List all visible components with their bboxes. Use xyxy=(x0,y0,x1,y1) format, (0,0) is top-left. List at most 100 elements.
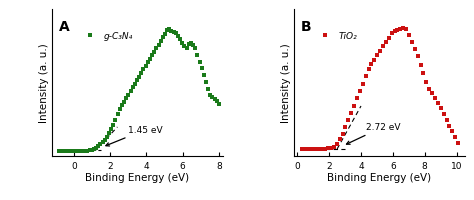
Point xyxy=(198,67,205,71)
Point xyxy=(187,42,195,45)
Point xyxy=(455,142,462,145)
Point xyxy=(434,102,442,105)
Point xyxy=(301,148,309,151)
Point xyxy=(388,32,395,36)
Point xyxy=(185,44,192,47)
Point xyxy=(215,102,223,106)
Point xyxy=(74,48,82,51)
X-axis label: Binding Energy (eV): Binding Energy (eV) xyxy=(327,173,431,183)
Text: B: B xyxy=(301,20,311,34)
Point xyxy=(92,146,100,150)
Point xyxy=(125,94,132,97)
Point xyxy=(448,130,456,133)
Point xyxy=(155,44,163,47)
Point xyxy=(191,47,199,50)
Point xyxy=(79,149,87,152)
Point xyxy=(116,108,124,111)
Point xyxy=(298,148,306,151)
Text: TiO₂: TiO₂ xyxy=(338,32,357,41)
Point xyxy=(176,39,184,42)
Point xyxy=(379,46,387,49)
Point xyxy=(69,149,76,152)
Point xyxy=(394,29,401,32)
Point xyxy=(376,50,384,53)
Point xyxy=(153,47,160,50)
Point xyxy=(405,35,413,38)
Point xyxy=(142,65,149,68)
Point xyxy=(164,30,171,33)
Point xyxy=(451,136,459,139)
Point xyxy=(353,97,361,100)
Point xyxy=(213,100,220,103)
Point xyxy=(400,27,407,31)
Point xyxy=(150,51,158,54)
Point xyxy=(209,96,216,99)
Point xyxy=(397,28,404,31)
Point xyxy=(88,149,96,152)
Point xyxy=(144,61,152,65)
Point xyxy=(137,72,145,75)
Point xyxy=(402,28,410,31)
Point xyxy=(200,74,208,77)
Text: A: A xyxy=(59,20,70,34)
Point xyxy=(319,148,326,151)
Point xyxy=(321,148,329,151)
Point xyxy=(114,113,121,116)
Point xyxy=(339,132,346,136)
Point xyxy=(83,149,91,152)
Point xyxy=(148,54,156,58)
Point xyxy=(333,143,340,146)
Text: g-C₃N₄: g-C₃N₄ xyxy=(103,32,133,41)
Point xyxy=(94,145,102,148)
Point xyxy=(109,123,117,127)
Point xyxy=(73,149,81,152)
Point xyxy=(60,149,67,152)
Point xyxy=(174,36,182,39)
Point xyxy=(136,76,143,79)
Point xyxy=(316,148,323,151)
Point xyxy=(99,141,106,144)
Point xyxy=(414,55,421,59)
Point xyxy=(347,112,355,115)
Point xyxy=(336,138,344,141)
Point xyxy=(107,128,115,131)
Point xyxy=(71,149,78,152)
Point xyxy=(170,31,177,34)
Point xyxy=(382,41,390,44)
Point xyxy=(426,88,433,91)
Point xyxy=(58,149,65,152)
Point xyxy=(385,37,392,40)
Point xyxy=(440,112,447,116)
Point xyxy=(446,124,453,127)
Point xyxy=(202,81,210,84)
Point xyxy=(310,148,318,151)
Point xyxy=(140,69,147,72)
Y-axis label: Intensity (a. u.): Intensity (a. u.) xyxy=(282,43,292,123)
Point xyxy=(408,41,416,45)
Point xyxy=(437,107,445,110)
Point xyxy=(75,149,82,152)
Point xyxy=(122,97,130,100)
Point xyxy=(330,145,337,148)
Point xyxy=(313,148,320,151)
Point xyxy=(172,32,180,36)
Point xyxy=(356,90,364,93)
Point xyxy=(157,40,164,43)
Point xyxy=(365,68,373,71)
Point xyxy=(422,81,430,84)
Point xyxy=(120,101,128,104)
Point xyxy=(103,136,110,139)
Point xyxy=(374,54,381,58)
Point xyxy=(327,146,335,150)
Point xyxy=(97,142,104,145)
Point xyxy=(411,48,419,51)
Point xyxy=(55,149,63,152)
Point xyxy=(324,147,332,150)
Point xyxy=(165,29,173,32)
Point xyxy=(161,33,169,36)
Point xyxy=(189,44,197,47)
X-axis label: Binding Energy (eV): Binding Energy (eV) xyxy=(85,173,190,183)
Point xyxy=(304,148,311,151)
Point xyxy=(207,94,214,97)
Point xyxy=(127,90,134,93)
